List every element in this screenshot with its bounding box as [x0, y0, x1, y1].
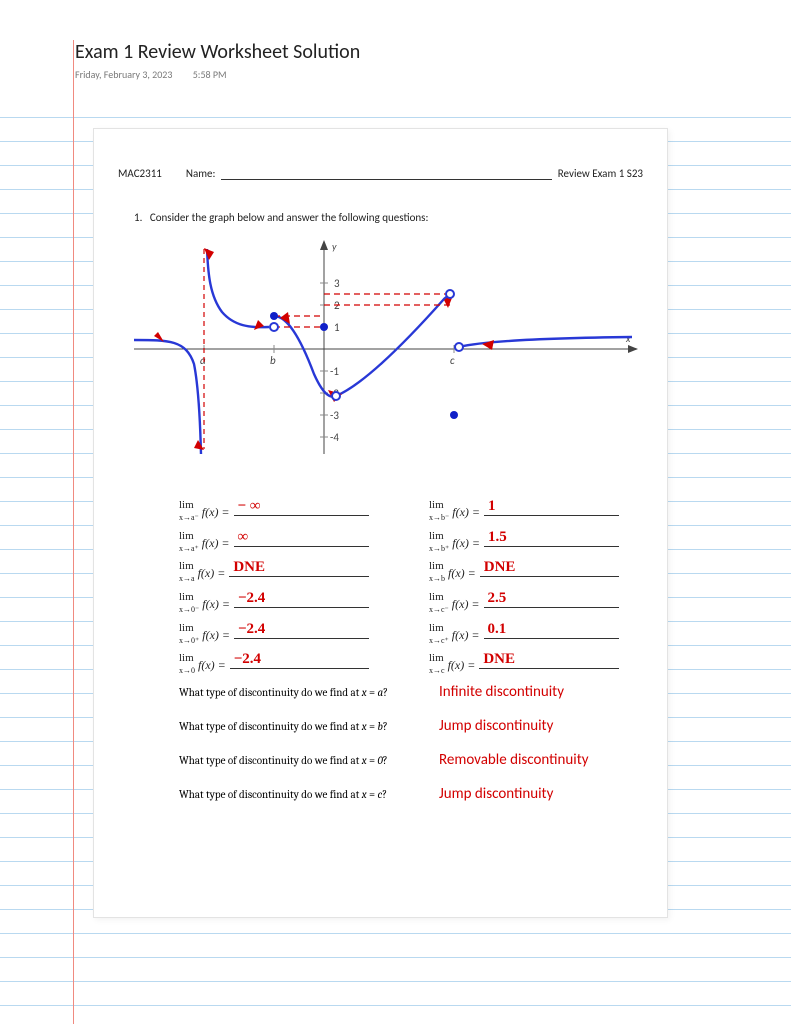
answer-blank: 2.5	[484, 607, 619, 608]
limit-answer: limx→a⁺ f(x) = ∞	[179, 530, 369, 553]
answer-blank: ∞	[234, 546, 369, 547]
limit-expression: limx→c f(x) =	[429, 652, 475, 675]
answer-blank: 1	[484, 515, 619, 516]
answer-blank: DNE	[479, 668, 619, 669]
limit-answer: limx→0 f(x) = −2.4	[179, 652, 369, 675]
answer-blank: −2.4	[234, 638, 369, 639]
discontinuity-question: What type of discontinuity do we find at…	[179, 686, 439, 699]
answer-blank: −2.4	[230, 668, 369, 669]
limit-expression: limx→b⁻ f(x) =	[429, 499, 480, 522]
discontinuity-answer: Jump discontinuity	[439, 785, 553, 803]
limit-expression: limx→c⁻ f(x) =	[429, 591, 480, 614]
answer-handwriting: 0.1	[488, 621, 507, 638]
answer-blank: 0.1	[484, 638, 619, 639]
answer-blank: DNE	[480, 576, 619, 577]
answer-blank: 1.5	[484, 546, 619, 547]
limit-answer: limx→0⁺ f(x) = −2.4	[179, 622, 369, 645]
worksheet-header: MAC2311 Name: Review Exam 1 S23	[118, 167, 643, 180]
svg-text:-1: -1	[330, 365, 339, 378]
answer-handwriting: ∞	[238, 529, 249, 546]
discontinuity-row: What type of discontinuity do we find at…	[179, 785, 643, 803]
answer-blank: DNE	[229, 576, 369, 577]
svg-text:a: a	[200, 354, 206, 367]
limit-expression: limx→0⁺ f(x) =	[179, 622, 230, 645]
answer-handwriting: − ∞	[238, 498, 261, 515]
answer-blank: −2.4	[234, 607, 369, 608]
answer-handwriting: −2.4	[234, 651, 261, 668]
name-blank-line	[221, 168, 551, 180]
discontinuity-question: What type of discontinuity do we find at…	[179, 720, 439, 733]
limit-answer: limx→b⁻ f(x) = 1	[429, 499, 619, 522]
svg-text:-4: -4	[330, 431, 339, 444]
limits-answers-grid: limx→a⁻ f(x) = − ∞ limx→b⁻ f(x) = 1 limx→a⁺ …	[179, 499, 619, 675]
discontinuity-question: What type of discontinuity do we find at…	[179, 788, 439, 801]
svg-text:b: b	[270, 354, 276, 367]
limit-expression: limx→b f(x) =	[429, 560, 476, 583]
discontinuity-answer: Removable discontinuity	[439, 751, 589, 769]
limit-expression: limx→0 f(x) =	[179, 652, 226, 675]
limit-expression: limx→c⁺ f(x) =	[429, 622, 480, 645]
page-meta: Friday, February 3, 2023 5:58 PM	[75, 68, 245, 81]
question-text: Consider the graph below and answer the …	[150, 211, 429, 224]
answer-handwriting: 1.5	[488, 529, 507, 546]
page-title: Exam 1 Review Worksheet Solution	[75, 40, 360, 64]
discontinuity-row: What type of discontinuity do we find at…	[179, 751, 643, 769]
limit-answer: limx→c⁺ f(x) = 0.1	[429, 622, 619, 645]
page-date: Friday, February 3, 2023	[75, 68, 172, 81]
limit-answer: limx→c⁻ f(x) = 2.5	[429, 591, 619, 614]
y-axis-label: y	[332, 240, 337, 253]
discontinuity-row: What type of discontinuity do we find at…	[179, 717, 643, 735]
discontinuity-answer: Jump discontinuity	[439, 717, 553, 735]
answer-handwriting: −2.4	[238, 621, 265, 638]
limit-expression: limx→b⁺ f(x) =	[429, 530, 480, 553]
limit-answer: limx→a f(x) = DNE	[179, 560, 369, 583]
limit-answer: limx→a⁻ f(x) = − ∞	[179, 499, 369, 522]
worksheet-document: MAC2311 Name: Review Exam 1 S23 1. Consi…	[93, 128, 668, 918]
review-tag: Review Exam 1 S23	[558, 167, 643, 180]
limit-expression: limx→a⁺ f(x) =	[179, 530, 230, 553]
limit-expression: limx→a f(x) =	[179, 560, 225, 583]
svg-text:-3: -3	[330, 409, 339, 422]
limit-answer: limx→0⁻ f(x) = −2.4	[179, 591, 369, 614]
page-time: 5:58 PM	[193, 68, 227, 81]
course-code: MAC2311	[118, 167, 162, 180]
function-graph: y x 3 2 1 -1 -2 -3 -4 a b c	[124, 234, 644, 469]
answer-handwriting: DNE	[233, 559, 265, 576]
limit-answer: limx→b f(x) = DNE	[429, 560, 619, 583]
discontinuity-row: What type of discontinuity do we find at…	[179, 683, 643, 701]
discontinuity-questions: What type of discontinuity do we find at…	[179, 683, 643, 819]
svg-text:3: 3	[334, 277, 340, 290]
limit-expression: limx→a⁻ f(x) =	[179, 499, 230, 522]
limit-answer: limx→c f(x) = DNE	[429, 652, 619, 675]
answer-handwriting: −2.4	[238, 590, 265, 607]
discontinuity-question: What type of discontinuity do we find at…	[179, 754, 439, 767]
answer-handwriting: 2.5	[488, 590, 507, 607]
limit-expression: limx→0⁻ f(x) =	[179, 591, 230, 614]
answer-handwriting: DNE	[484, 559, 516, 576]
question-prompt: 1. Consider the graph below and answer t…	[134, 211, 428, 224]
answer-blank: − ∞	[234, 515, 369, 516]
margin-rule	[73, 40, 74, 1024]
svg-text:1: 1	[334, 321, 340, 334]
limit-answer: limx→b⁺ f(x) = 1.5	[429, 530, 619, 553]
svg-text:c: c	[450, 354, 455, 367]
discontinuity-answer: Infinite discontinuity	[439, 683, 564, 701]
answer-handwriting: 1	[488, 498, 496, 515]
name-label: Name:	[186, 167, 216, 180]
x-axis-label: x	[625, 332, 631, 345]
answer-handwriting: DNE	[483, 651, 515, 668]
question-number: 1.	[134, 211, 142, 224]
